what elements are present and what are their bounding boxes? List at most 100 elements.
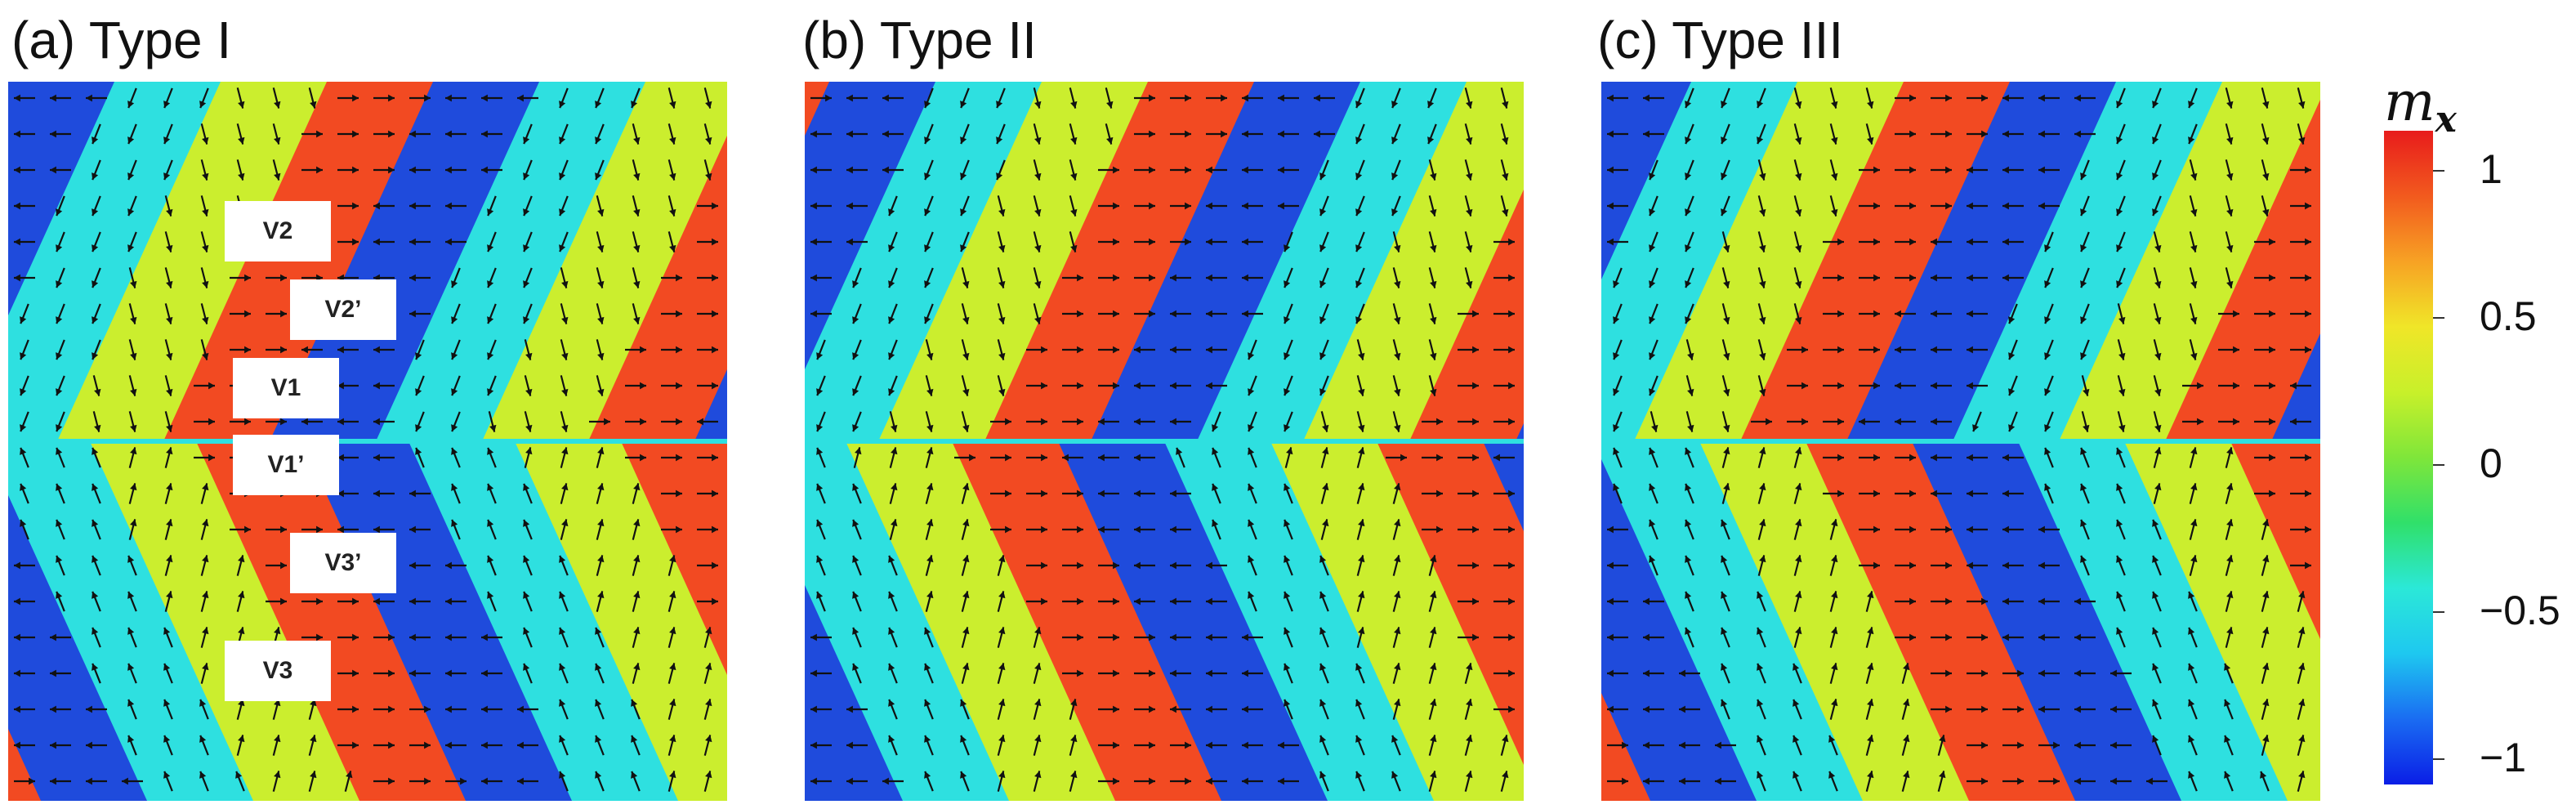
magnetization-arrowhead bbox=[1721, 555, 1728, 563]
magnetization-arrowhead bbox=[409, 597, 416, 606]
magnetization-arrowhead bbox=[20, 388, 27, 396]
magnetization-arrowhead bbox=[1242, 633, 1248, 641]
magnetization-arrowhead bbox=[633, 483, 641, 491]
domain-stripe bbox=[805, 82, 1042, 441]
magnetization-arrowhead bbox=[2017, 705, 2024, 713]
magnetization-arrowhead bbox=[1651, 424, 1659, 432]
magnetization-arrowhead bbox=[640, 382, 646, 390]
magnetization-arrowhead bbox=[1284, 424, 1291, 432]
magnetization-arrowhead bbox=[238, 555, 245, 563]
magnetization-arrowhead bbox=[1508, 382, 1515, 390]
magnetization-arrowhead bbox=[1466, 663, 1473, 671]
magnetization-arrowhead bbox=[2074, 741, 2081, 749]
magnetization-arrowhead bbox=[56, 280, 63, 288]
magnetization-arrowhead bbox=[1005, 454, 1011, 462]
magnetization-arrowhead bbox=[1278, 777, 1284, 785]
magnetization-arrowhead bbox=[1909, 130, 1916, 138]
magnetization-arrowhead bbox=[962, 519, 970, 527]
magnetization-arrowhead bbox=[559, 627, 566, 635]
magnetization-arrowhead bbox=[92, 280, 99, 288]
magnetization-arrowhead bbox=[487, 447, 494, 455]
domain-stripe bbox=[846, 441, 1116, 801]
domain-stripe bbox=[1806, 441, 2076, 801]
magnetization-arrowhead bbox=[1070, 208, 1078, 217]
magnetization-arrowhead bbox=[92, 663, 99, 671]
magnetization-arrowhead bbox=[926, 519, 934, 527]
magnetization-arrowhead bbox=[2080, 447, 2087, 455]
magnetization-arrowhead bbox=[1430, 280, 1437, 288]
magnetization-arrowhead bbox=[163, 699, 171, 707]
magnetization-arrowhead bbox=[1931, 346, 1937, 354]
magnetization-arrowhead bbox=[2262, 519, 2270, 527]
magnetization-arrowhead bbox=[712, 525, 718, 534]
magnetization-arrowhead bbox=[1649, 172, 1656, 181]
magnetization-arrowhead bbox=[1837, 418, 1844, 426]
magnetization-arrowhead bbox=[2002, 597, 2009, 606]
magnetization-arrowhead bbox=[2190, 447, 2198, 455]
magnetization-arrowhead bbox=[2262, 663, 2270, 671]
domain-stripe bbox=[588, 136, 727, 441]
magnetization-arrowhead bbox=[1319, 244, 1327, 253]
colorbar-tick-mark bbox=[2433, 611, 2444, 613]
magnetization-arrowhead bbox=[445, 705, 452, 713]
magnetization-arrowhead bbox=[1149, 202, 1155, 210]
magnetization-arrowhead bbox=[1715, 777, 1721, 785]
magnetization-arrowhead bbox=[1939, 771, 1946, 779]
magnetization-arrowhead bbox=[1757, 663, 1764, 671]
magnetization-arrowhead bbox=[1622, 777, 1628, 785]
magnetization-arrowhead bbox=[2233, 310, 2239, 318]
magnetization-arrowhead bbox=[1212, 447, 1219, 455]
magnetization-arrowhead bbox=[926, 555, 934, 563]
magnetization-arrowhead bbox=[2224, 771, 2231, 779]
magnetization-arrowhead bbox=[998, 627, 1006, 635]
magnetization-arrowhead bbox=[50, 94, 56, 102]
magnetization-arrowhead bbox=[1034, 735, 1042, 743]
magnetization-arrowhead bbox=[14, 705, 20, 713]
magnetization-arrowhead bbox=[1831, 101, 1838, 109]
magnetization-arrowhead bbox=[1472, 454, 1479, 462]
magnetization-arrowhead bbox=[1041, 489, 1047, 498]
magnetization-arrowhead bbox=[523, 519, 530, 527]
magnetization-arrowhead bbox=[1837, 489, 1844, 498]
magnetization-arrowhead bbox=[1909, 166, 1916, 174]
magnetization-arrowhead bbox=[2269, 310, 2275, 318]
magnetization-arrowhead bbox=[1355, 172, 1363, 181]
magnetization-arrowhead bbox=[445, 202, 452, 210]
magnetization-arrowhead bbox=[2152, 136, 2159, 145]
magnetization-arrowhead bbox=[94, 424, 101, 432]
magnetization-arrowhead bbox=[2116, 591, 2123, 599]
domain-stripe bbox=[878, 82, 1149, 441]
domain-map-type-ii bbox=[805, 82, 1524, 801]
magnetization-arrowhead bbox=[2074, 94, 2081, 102]
magnetization-arrowhead bbox=[2053, 741, 2060, 749]
magnetization-arrowhead bbox=[1945, 166, 1952, 174]
magnetization-arrowhead bbox=[962, 424, 970, 432]
magnetization-arrowhead bbox=[301, 418, 308, 426]
magnetization-arrowhead bbox=[1113, 741, 1119, 749]
magnetization-arrowhead bbox=[1685, 280, 1692, 288]
magnetization-arrowhead bbox=[1062, 454, 1069, 462]
magnetization-arrowhead bbox=[1394, 316, 1401, 324]
magnetization-arrowhead bbox=[2118, 424, 2126, 432]
magnetization-arrowhead bbox=[1837, 454, 1844, 462]
magnetization-arrowhead bbox=[1622, 741, 1628, 749]
magnetization-arrowhead bbox=[92, 316, 99, 324]
magnetization-arrowhead bbox=[962, 483, 970, 491]
magnetization-arrowhead bbox=[56, 483, 63, 491]
magnetization-arrowhead bbox=[1185, 238, 1191, 246]
magnetization-arrowhead bbox=[1759, 555, 1766, 563]
magnetization-arrowhead bbox=[2038, 633, 2045, 641]
magnetization-arrowhead bbox=[451, 280, 458, 288]
magnetization-arrowhead bbox=[2226, 101, 2234, 109]
magnetization-arrowhead bbox=[373, 202, 380, 210]
magnetization-arrowhead bbox=[1472, 382, 1479, 390]
magnetization-arrowhead bbox=[712, 346, 718, 354]
magnetization-arrowhead bbox=[409, 525, 416, 534]
domain-stripe bbox=[1377, 441, 1524, 765]
magnetization-arrowhead bbox=[2226, 627, 2234, 635]
magnetization-arrowhead bbox=[1508, 633, 1515, 641]
magnetization-arrowhead bbox=[2083, 424, 2090, 432]
magnetization-arrowhead bbox=[238, 591, 245, 599]
magnetization-arrowhead bbox=[846, 130, 853, 138]
magnetization-arrowhead bbox=[595, 663, 602, 671]
